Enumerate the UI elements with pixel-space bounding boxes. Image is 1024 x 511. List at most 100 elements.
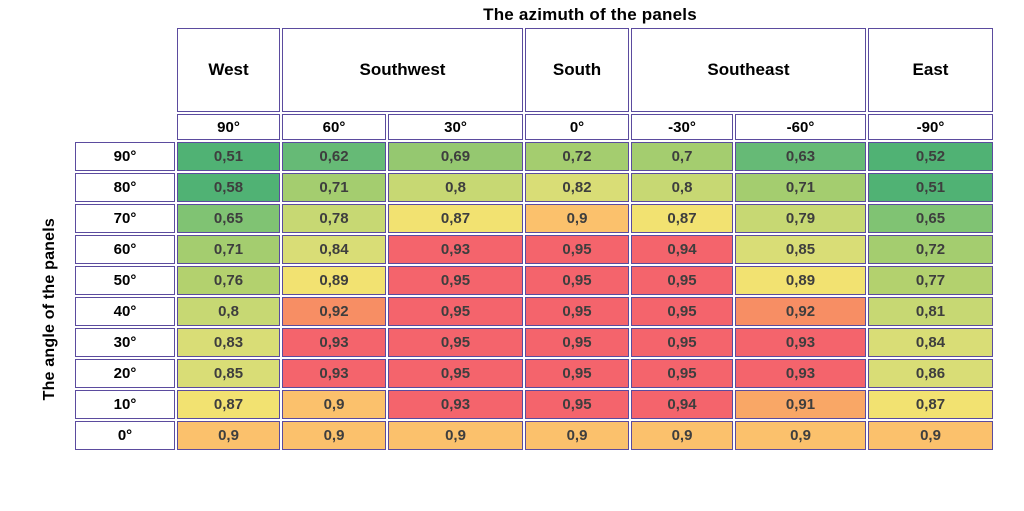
value-cell-r2-c1: 0,78 xyxy=(282,204,386,233)
value-cell-r9-c2: 0,9 xyxy=(388,421,523,450)
value-cell-r0-c1: 0,62 xyxy=(282,142,386,171)
table-row-angle-4: 50° 0,76 0,89 0,95 0,95 0,95 0,89 0,77 xyxy=(75,266,993,295)
value-cell-r8-c5: 0,91 xyxy=(735,390,866,419)
table-row-angle-9: 0° 0,9 0,9 0,9 0,9 0,9 0,9 0,9 xyxy=(75,421,993,450)
value-cell-r4-c4: 0,95 xyxy=(631,266,733,295)
value-cell-r0-c6: 0,52 xyxy=(868,142,993,171)
value-cell-r5-c5: 0,92 xyxy=(735,297,866,326)
direction-header-row: West Southwest South Southeast East xyxy=(75,28,993,112)
value-cell-r5-c6: 0,81 xyxy=(868,297,993,326)
table-row-angle-1: 80° 0,58 0,71 0,8 0,82 0,8 0,71 0,51 xyxy=(75,173,993,202)
value-cell-r4-c2: 0,95 xyxy=(388,266,523,295)
value-cell-r8-c2: 0,93 xyxy=(388,390,523,419)
value-cell-r0-c0: 0,51 xyxy=(177,142,280,171)
angle-row-label-2: 70° xyxy=(75,204,175,233)
table-row-angle-2: 70° 0,65 0,78 0,87 0,9 0,87 0,79 0,65 xyxy=(75,204,993,233)
value-cell-r6-c4: 0,95 xyxy=(631,328,733,357)
value-cell-r8-c0: 0,87 xyxy=(177,390,280,419)
direction-header-south: South xyxy=(525,28,629,112)
azimuth-degree-header-1: 60° xyxy=(282,114,386,140)
value-cell-r6-c6: 0,84 xyxy=(868,328,993,357)
angle-row-label-5: 40° xyxy=(75,297,175,326)
value-cell-r4-c3: 0,95 xyxy=(525,266,629,295)
table-row-angle-6: 30° 0,83 0,93 0,95 0,95 0,95 0,93 0,84 xyxy=(75,328,993,357)
value-cell-r2-c6: 0,65 xyxy=(868,204,993,233)
value-cell-r1-c0: 0,58 xyxy=(177,173,280,202)
value-cell-r0-c2: 0,69 xyxy=(388,142,523,171)
direction-header-west: West xyxy=(177,28,280,112)
azimuth-angle-heatmap-table: West Southwest South Southeast East 90° 60° 30… xyxy=(73,26,995,452)
value-cell-r3-c1: 0,84 xyxy=(282,235,386,264)
value-cell-r1-c6: 0,51 xyxy=(868,173,993,202)
value-cell-r1-c5: 0,71 xyxy=(735,173,866,202)
value-cell-r9-c3: 0,9 xyxy=(525,421,629,450)
y-axis-label-text: The angle of the panels xyxy=(41,217,58,401)
y-axis-label: The angle of the panels xyxy=(34,150,66,468)
value-cell-r0-c4: 0,7 xyxy=(631,142,733,171)
value-cell-r7-c3: 0,95 xyxy=(525,359,629,388)
value-cell-r9-c6: 0,9 xyxy=(868,421,993,450)
value-cell-r1-c2: 0,8 xyxy=(388,173,523,202)
value-cell-r3-c0: 0,71 xyxy=(177,235,280,264)
angle-row-label-6: 30° xyxy=(75,328,175,357)
value-cell-r1-c4: 0,8 xyxy=(631,173,733,202)
chart-title: The azimuth of the panels xyxy=(483,5,697,24)
value-cell-r7-c4: 0,95 xyxy=(631,359,733,388)
table-row-angle-7: 20° 0,85 0,93 0,95 0,95 0,95 0,93 0,86 xyxy=(75,359,993,388)
value-cell-r4-c6: 0,77 xyxy=(868,266,993,295)
value-cell-r8-c4: 0,94 xyxy=(631,390,733,419)
angle-row-label-1: 80° xyxy=(75,173,175,202)
value-cell-r5-c3: 0,95 xyxy=(525,297,629,326)
value-cell-r2-c2: 0,87 xyxy=(388,204,523,233)
value-cell-r3-c4: 0,94 xyxy=(631,235,733,264)
value-cell-r2-c5: 0,79 xyxy=(735,204,866,233)
value-cell-r1-c1: 0,71 xyxy=(282,173,386,202)
value-cell-r2-c3: 0,9 xyxy=(525,204,629,233)
azimuth-degree-header-5: -60° xyxy=(735,114,866,140)
value-cell-r8-c6: 0,87 xyxy=(868,390,993,419)
angle-row-label-3: 60° xyxy=(75,235,175,264)
value-cell-r4-c1: 0,89 xyxy=(282,266,386,295)
value-cell-r6-c2: 0,95 xyxy=(388,328,523,357)
value-cell-r0-c5: 0,63 xyxy=(735,142,866,171)
table-row-angle-5: 40° 0,8 0,92 0,95 0,95 0,95 0,92 0,81 xyxy=(75,297,993,326)
value-cell-r6-c1: 0,93 xyxy=(282,328,386,357)
azimuth-degree-header-2: 30° xyxy=(388,114,523,140)
azimuth-degree-row: 90° 60° 30° 0° -30° -60° -90° xyxy=(75,114,993,140)
value-cell-r7-c0: 0,85 xyxy=(177,359,280,388)
table-row-angle-0: 90° 0,51 0,62 0,69 0,72 0,7 0,63 0,52 xyxy=(75,142,993,171)
angle-row-label-7: 20° xyxy=(75,359,175,388)
value-cell-r2-c4: 0,87 xyxy=(631,204,733,233)
value-cell-r9-c5: 0,9 xyxy=(735,421,866,450)
angle-row-label-9: 0° xyxy=(75,421,175,450)
value-cell-r6-c5: 0,93 xyxy=(735,328,866,357)
value-cell-r4-c0: 0,76 xyxy=(177,266,280,295)
azimuth-degree-header-3: 0° xyxy=(525,114,629,140)
value-cell-r6-c0: 0,83 xyxy=(177,328,280,357)
value-cell-r5-c0: 0,8 xyxy=(177,297,280,326)
angle-row-label-4: 50° xyxy=(75,266,175,295)
azimuth-degree-header-6: -90° xyxy=(868,114,993,140)
value-cell-r5-c1: 0,92 xyxy=(282,297,386,326)
value-cell-r3-c3: 0,95 xyxy=(525,235,629,264)
value-cell-r9-c4: 0,9 xyxy=(631,421,733,450)
value-cell-r7-c2: 0,95 xyxy=(388,359,523,388)
table-body: 90° 0,51 0,62 0,69 0,72 0,7 0,63 0,52 80° 0,58 0,7… xyxy=(75,142,993,450)
corner-cell xyxy=(75,114,175,140)
value-cell-r8-c3: 0,95 xyxy=(525,390,629,419)
corner-cell xyxy=(75,28,175,112)
value-cell-r6-c3: 0,95 xyxy=(525,328,629,357)
value-cell-r9-c0: 0,9 xyxy=(177,421,280,450)
value-cell-r9-c1: 0,9 xyxy=(282,421,386,450)
value-cell-r7-c6: 0,86 xyxy=(868,359,993,388)
direction-header-southwest: Southwest xyxy=(282,28,523,112)
table-row-angle-8: 10° 0,87 0,9 0,93 0,95 0,94 0,91 0,87 xyxy=(75,390,993,419)
value-cell-r4-c5: 0,89 xyxy=(735,266,866,295)
value-cell-r3-c2: 0,93 xyxy=(388,235,523,264)
value-cell-r2-c0: 0,65 xyxy=(177,204,280,233)
azimuth-degree-header-4: -30° xyxy=(631,114,733,140)
value-cell-r3-c5: 0,85 xyxy=(735,235,866,264)
value-cell-r5-c2: 0,95 xyxy=(388,297,523,326)
direction-header-southeast: Southeast xyxy=(631,28,866,112)
